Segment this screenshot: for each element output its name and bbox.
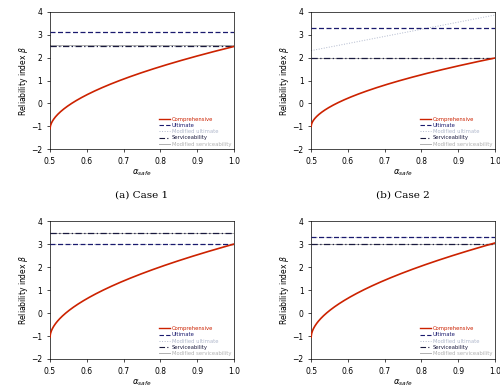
- Y-axis label: Reliability index $\beta$: Reliability index $\beta$: [17, 46, 30, 115]
- X-axis label: $\alpha_{safe}$: $\alpha_{safe}$: [132, 377, 152, 386]
- Y-axis label: Reliability index $\beta$: Reliability index $\beta$: [17, 255, 30, 325]
- Text: (a) Case 1: (a) Case 1: [116, 191, 168, 200]
- Y-axis label: Reliability index $\beta$: Reliability index $\beta$: [278, 255, 291, 325]
- Legend: Comprehensive, Ultimate, Modified ultimate, Serviceability, Modified serviceabil: Comprehensive, Ultimate, Modified ultima…: [157, 115, 233, 148]
- Text: (b) Case 2: (b) Case 2: [376, 191, 430, 200]
- X-axis label: $\alpha_{safe}$: $\alpha_{safe}$: [394, 168, 413, 178]
- Legend: Comprehensive, Ultimate, Modified ultimate, Serviceability, Modified serviceabil: Comprehensive, Ultimate, Modified ultima…: [157, 325, 233, 358]
- X-axis label: $\alpha_{safe}$: $\alpha_{safe}$: [394, 377, 413, 386]
- Y-axis label: Reliability index $\beta$: Reliability index $\beta$: [278, 46, 291, 115]
- X-axis label: $\alpha_{safe}$: $\alpha_{safe}$: [132, 168, 152, 178]
- Legend: Comprehensive, Ultimate, Modified ultimate, Serviceability, Modified serviceabil: Comprehensive, Ultimate, Modified ultima…: [418, 115, 494, 148]
- Legend: Comprehensive, Ultimate, Modified ultimate, Serviceability, Modified serviceabil: Comprehensive, Ultimate, Modified ultima…: [418, 325, 494, 358]
